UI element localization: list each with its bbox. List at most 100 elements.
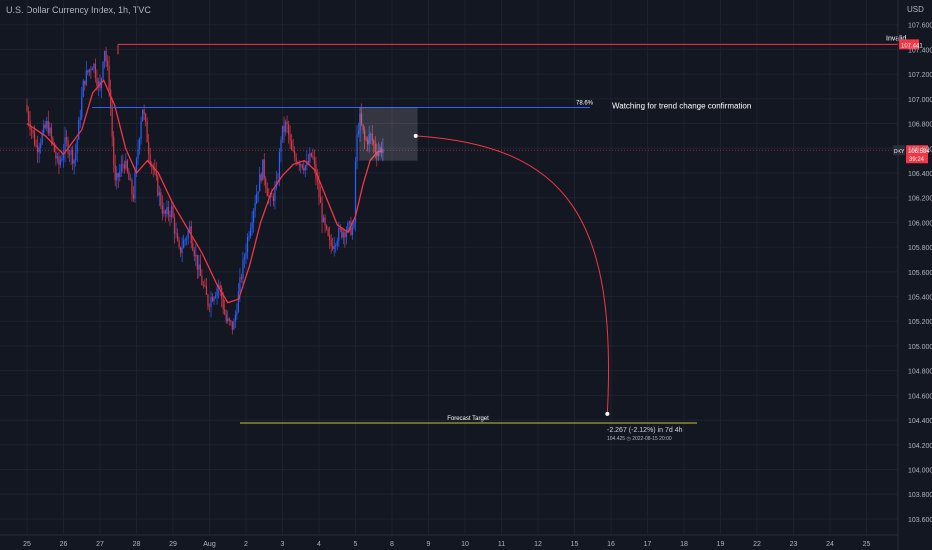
candle-body	[55, 151, 57, 159]
candle-body	[49, 127, 51, 134]
candle-body	[371, 133, 373, 141]
candle-body	[137, 149, 139, 159]
current-price-badge	[906, 145, 928, 164]
y-tick-label: 105.400	[908, 295, 932, 302]
candle-body	[82, 80, 84, 97]
candle-body	[251, 222, 253, 229]
current-price-label: 106.584	[908, 149, 930, 155]
candle-body	[373, 140, 375, 144]
candle-body	[84, 80, 86, 85]
candle-body	[148, 142, 150, 154]
candle-body	[132, 194, 135, 199]
candle-body	[157, 176, 159, 196]
consolidation-box	[359, 107, 418, 161]
symbol-badge	[893, 145, 905, 156]
y-tick-label: 106.600	[908, 146, 932, 153]
candle-body	[169, 215, 171, 217]
candle-body	[116, 173, 118, 181]
candle-body	[52, 137, 54, 143]
candle-body	[140, 121, 142, 139]
candle-body	[27, 111, 30, 121]
candle-body	[61, 158, 63, 161]
candle-body	[368, 134, 370, 145]
candle-body	[93, 63, 95, 69]
candle-body	[283, 125, 285, 132]
y-tick-label: 106.400	[908, 171, 932, 178]
candle-body	[304, 165, 306, 171]
candle-body	[193, 250, 195, 257]
candle-body	[44, 124, 46, 128]
candle-body	[41, 132, 43, 144]
candle-body	[146, 121, 148, 143]
y-tick-label: 104.600	[908, 393, 932, 400]
x-tick-label: 22	[753, 541, 761, 548]
candle-body	[294, 151, 296, 158]
candle-body	[374, 143, 376, 153]
y-tick-label: 105.600	[908, 270, 932, 277]
candle-body	[175, 233, 177, 235]
candle-body	[43, 124, 45, 133]
candle-body	[32, 130, 34, 133]
candle-body	[260, 174, 262, 181]
candle-body	[149, 153, 151, 165]
forecast-detail: 104.425 ◷ 2022-08-15 20:00	[607, 436, 672, 442]
candle-body	[336, 240, 338, 246]
candle-body	[249, 228, 252, 237]
candle-body	[176, 233, 179, 241]
candle-body	[321, 202, 323, 223]
candle-body	[262, 159, 264, 181]
y-tick-label: 107.400	[908, 47, 932, 54]
candle-body	[35, 144, 37, 147]
candle-body	[113, 136, 115, 165]
x-tick-label: 23	[790, 541, 798, 548]
candle-body	[141, 109, 144, 122]
candle-body	[214, 295, 217, 298]
candle-body	[298, 163, 300, 166]
candle-body	[263, 159, 265, 179]
candle-body	[111, 108, 113, 137]
candle-body	[365, 139, 367, 141]
candle-body	[326, 225, 328, 229]
candle-body	[183, 240, 185, 249]
candle-body	[128, 171, 130, 180]
candle-body	[370, 133, 372, 135]
candle-body	[342, 232, 344, 238]
candle-body	[160, 192, 162, 206]
candle-body	[204, 285, 206, 287]
x-tick-label: 19	[717, 541, 725, 548]
moving-average-line	[26, 79, 384, 304]
candle-body	[30, 129, 33, 131]
invalid-label: Invalid	[886, 35, 906, 42]
y-tick-label: 104.800	[908, 369, 932, 376]
candle-body	[231, 321, 233, 330]
x-tick-label: 28	[133, 541, 141, 548]
candle-body	[199, 264, 201, 276]
candle-body	[376, 152, 378, 157]
candle-body	[359, 113, 361, 132]
candle-body	[34, 132, 36, 145]
candle-body	[166, 207, 168, 214]
candle-body	[155, 170, 157, 177]
candle-body	[330, 239, 332, 246]
candle-body	[230, 320, 232, 322]
y-tick-label: 104.200	[908, 443, 932, 450]
candle-body	[90, 69, 92, 71]
candle-body	[225, 314, 227, 322]
candle-body	[158, 192, 160, 196]
candle-body	[85, 70, 87, 85]
candle-body	[114, 164, 116, 181]
candle-body	[227, 318, 229, 322]
candle-body	[62, 152, 65, 159]
candle-body	[281, 125, 284, 140]
x-tick-label: 8	[390, 541, 394, 548]
x-tick-label: 17	[644, 541, 652, 548]
y-tick-label: 105.200	[908, 319, 932, 326]
x-tick-label: 18	[680, 541, 688, 548]
x-tick-label: 25	[23, 541, 31, 548]
candle-body	[167, 207, 170, 216]
candle-body	[364, 130, 366, 140]
candle-body	[196, 254, 198, 270]
candle-body	[265, 178, 267, 188]
